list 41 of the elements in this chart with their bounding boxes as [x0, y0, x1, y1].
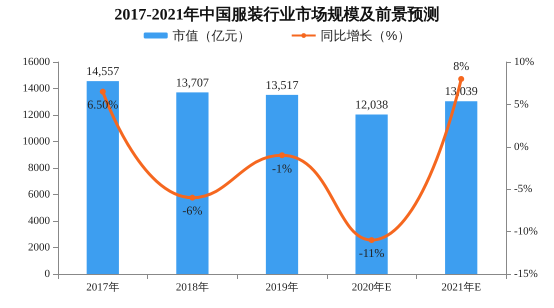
y-tick-label: 10000 [22, 136, 50, 148]
legend-label: 同比增长（%） [320, 28, 410, 43]
point [189, 194, 196, 201]
data-label: 13,707 [176, 75, 209, 90]
point [458, 76, 464, 82]
y-tick-label: 2000 [28, 242, 50, 254]
y-tick-label: 6000 [28, 188, 50, 200]
y-tick-label: 12000 [22, 109, 50, 121]
point [368, 237, 375, 244]
point [100, 88, 106, 95]
data-label: 13,517 [266, 78, 298, 92]
data-label: -6% [182, 204, 202, 218]
bar [86, 81, 119, 274]
data-label: 8% [453, 58, 470, 73]
bar [355, 114, 388, 274]
y-tick-label: 14000 [22, 82, 50, 94]
y2-tick-label: -10% [514, 226, 538, 238]
y-tick-label: 0 [44, 268, 50, 280]
x-tick-label: 2017年 [86, 282, 120, 294]
data-label: -1% [272, 161, 292, 176]
bar [445, 101, 478, 274]
x-tick-label: 2021年E [441, 282, 482, 294]
bar [176, 92, 209, 274]
x-tick-label: 2020年E [352, 282, 392, 294]
y2-tick-label: 10% [514, 56, 534, 68]
y2-tick-label: 0% [514, 140, 529, 153]
chart-title: 2017-2021年中国服装行业市场规模及前景预测 [114, 6, 440, 24]
data-label: 14,557 [86, 64, 120, 78]
point [279, 152, 285, 158]
x-tick-label: 2018年 [176, 282, 209, 294]
y-tick-label: 16000 [22, 56, 50, 68]
y2-tick-label: -5% [514, 183, 532, 196]
legend-label: 市值（亿元） [172, 28, 251, 43]
y2-tick-label: 5% [514, 98, 529, 110]
x-tick-label: 2019年 [266, 282, 298, 294]
bar [266, 94, 298, 274]
y2-tick-label: -15% [514, 268, 538, 280]
y-tick-label: 4000 [28, 215, 50, 227]
data-label: -11% [358, 246, 384, 260]
y-tick-label: 8000 [28, 162, 50, 174]
data-label: 12,038 [355, 97, 388, 112]
